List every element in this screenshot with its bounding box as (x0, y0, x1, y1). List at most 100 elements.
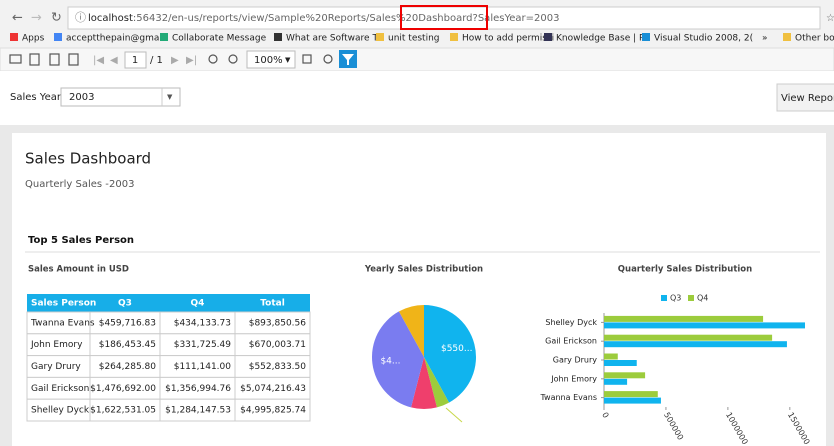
table-cell: $893,850.56 (249, 318, 307, 328)
table-cell: $670,003.71 (249, 340, 306, 350)
pie-slice (411, 357, 437, 409)
bookmark[interactable]: Knowledge Base | Re (556, 34, 651, 44)
zoom-in-icon[interactable] (208, 54, 218, 64)
bar-title: Quarterly Sales Distribution (618, 265, 752, 275)
sales-table: Sales Person Q3 Q4 Total Twanna Evans $459,71… (26, 294, 311, 422)
legend-swatch (661, 295, 667, 301)
pie-slice (398, 305, 424, 357)
bookmark-icon (54, 33, 62, 41)
table-header (27, 294, 310, 312)
view-report-button[interactable] (776, 83, 834, 112)
url: localhost:56432/en-us/reports/view/Sampl… (88, 13, 559, 24)
prev-page[interactable]: ◀ (110, 55, 118, 66)
pie-slice (424, 357, 450, 408)
table-cell: $4,995,825.74 (240, 406, 306, 416)
bar (604, 391, 658, 398)
table-cell: $186,453.45 (99, 340, 156, 350)
bar (604, 315, 764, 322)
export-icon[interactable] (29, 53, 40, 66)
legend-label: Q3 (670, 294, 681, 303)
url-host: localhost (88, 13, 133, 24)
page-input[interactable] (124, 51, 147, 69)
table-cell: $264,285.80 (99, 362, 157, 372)
table-cell: $434,133.73 (174, 318, 231, 328)
bookmark-icon (160, 33, 168, 41)
bookmark-icon (642, 33, 650, 41)
select-arrow: ▼ (167, 93, 173, 101)
zoom-out-icon[interactable] (228, 54, 238, 64)
table-cell: $1,356,994.76 (165, 384, 231, 394)
bookmark-icon (376, 33, 384, 41)
bookmark[interactable]: Apps (22, 34, 45, 44)
bookmark[interactable]: unit testing (388, 34, 440, 44)
bookmarks-bar: Apps acceptthepain@gmai Collaborate Messag… (10, 33, 834, 44)
next-page[interactable]: ▶ (171, 55, 179, 66)
last-page[interactable]: ▶| (186, 55, 197, 66)
bar (604, 397, 661, 404)
url-path: :56432/en-us/reports/view/Sample%20Repor… (133, 13, 473, 24)
refresh-icon[interactable] (323, 54, 333, 64)
bookmark[interactable]: How to add permissi (462, 34, 554, 44)
table-cell: Shelley Dyck (31, 406, 90, 416)
table-title: Sales Amount in USD (28, 265, 129, 275)
bar (604, 334, 773, 341)
bookmark[interactable]: Other bool (795, 34, 834, 44)
bar (604, 378, 628, 385)
report-year: 2003 (109, 179, 134, 190)
table-row (26, 398, 311, 422)
legend-label: Q4 (697, 294, 708, 303)
year-value: 2003 (69, 92, 94, 103)
table-cell: $331,725.49 (174, 340, 232, 350)
table-cell: John Emory (30, 340, 83, 350)
table-cell: Twanna Evans (30, 318, 95, 328)
back-button[interactable]: ← (12, 11, 23, 26)
pie-slice (424, 305, 476, 403)
bookmark-icon (783, 33, 791, 41)
table-cell: $1,622,531.05 (90, 406, 156, 416)
fit-icon[interactable] (302, 54, 312, 64)
forward-button[interactable]: → (31, 11, 42, 26)
pie-slice (372, 311, 424, 408)
bar (604, 372, 646, 379)
star-icon[interactable]: ☆ (826, 13, 834, 24)
page-count: / 1 (150, 55, 163, 66)
zoom-select[interactable] (246, 50, 296, 69)
layout-icon[interactable] (49, 53, 60, 66)
year-select[interactable] (60, 87, 181, 107)
slice-label: $4... (380, 357, 400, 367)
bookmark-icon (10, 33, 18, 41)
bookmark[interactable]: What are Software Te (286, 34, 382, 44)
reload-button[interactable]: ↻ (51, 11, 62, 26)
first-page[interactable]: |◀ (93, 55, 104, 66)
page-setup-icon[interactable] (68, 53, 79, 66)
leader-line (445, 407, 463, 423)
x-tick-label: 0 (600, 411, 610, 420)
pie-chart: $550... $4... (372, 305, 476, 409)
zoom-arrow: ▼ (285, 56, 291, 64)
category-label: Twanna Evans (539, 393, 597, 402)
highlight-box (400, 5, 488, 30)
column-header: Total (260, 299, 285, 309)
bar (604, 341, 787, 348)
category-label: Gail Erickson (545, 337, 597, 346)
bookmark-icon (274, 33, 282, 41)
bookmark[interactable]: Collaborate Message (172, 34, 267, 44)
slice-label: $550... (441, 344, 473, 354)
table-cell: $552,833.50 (249, 362, 307, 372)
legend-swatch (688, 295, 694, 301)
bookmark[interactable]: » (762, 34, 768, 44)
category-label: Gary Drury (553, 356, 597, 365)
print-icon[interactable] (9, 54, 22, 64)
toolbar-icons: |◀ ◀ 1 / 1 ▶ ▶| 100% ▼ (9, 50, 357, 69)
bookmark[interactable]: acceptthepain@gmai (66, 34, 162, 44)
category-label: John Emory (550, 374, 597, 383)
table-cell: $1,476,692.00 (90, 384, 156, 394)
view-report-label: View Report (781, 93, 834, 104)
bookmark[interactable]: Visual Studio 2008, 2( (654, 34, 753, 44)
table-cell: Gary Drury (31, 362, 81, 372)
section-title: Top 5 Sales Person (28, 235, 134, 246)
filter-icon (342, 54, 354, 65)
parameter-label: Sales Year (10, 92, 62, 103)
report-title: Sales Dashboard (25, 150, 151, 168)
